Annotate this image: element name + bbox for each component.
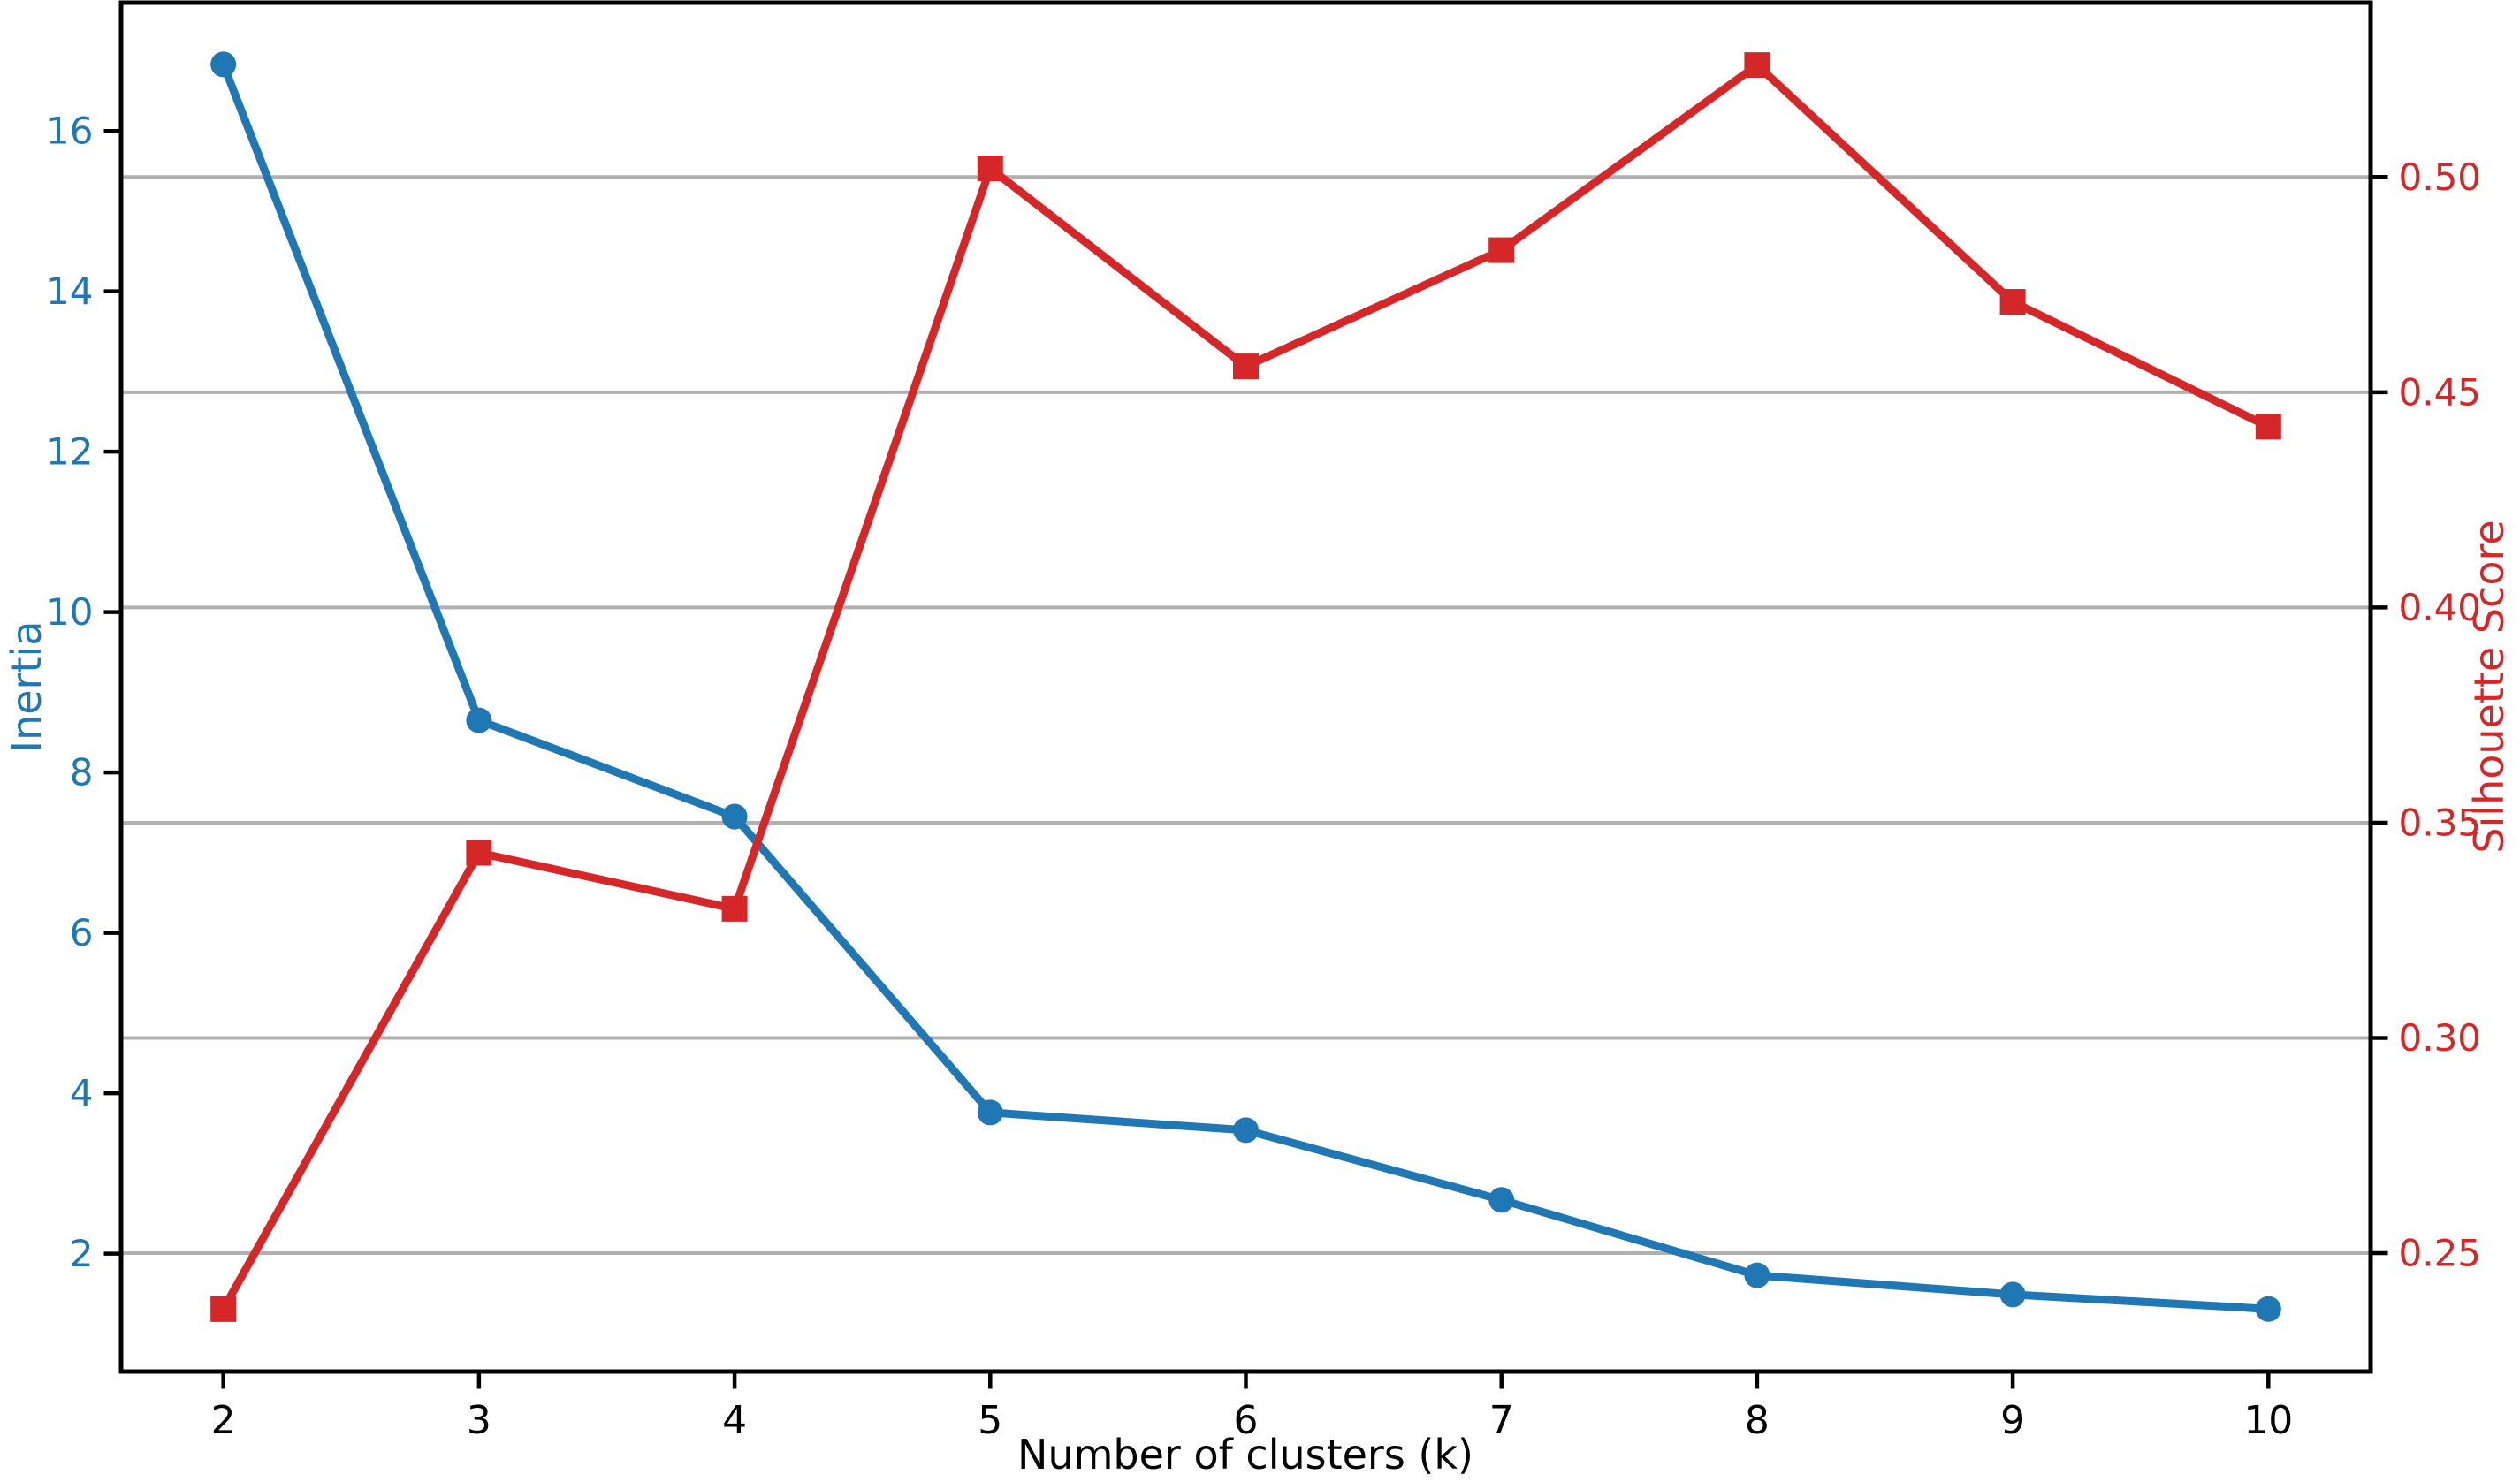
silhouette-score-point-k3 bbox=[466, 840, 492, 866]
right-tick-label-0.30: 0.30 bbox=[2399, 1016, 2482, 1060]
silhouette-score-point-k6 bbox=[1233, 353, 1259, 380]
left-y-axis-label: Inertia bbox=[3, 621, 50, 753]
x-tick-label-2: 2 bbox=[211, 1398, 236, 1443]
inertia-point-k3 bbox=[466, 707, 492, 733]
silhouette-score-point-k9 bbox=[1999, 289, 2026, 315]
left-tick-label-8: 8 bbox=[70, 751, 94, 794]
inertia-point-k2 bbox=[210, 51, 237, 78]
right-tick-label-0.35: 0.35 bbox=[2399, 801, 2482, 844]
gridlines-layer bbox=[121, 175, 2371, 1256]
silhouette-score-point-k7 bbox=[1488, 237, 1515, 263]
right-tick-label-0.40: 0.40 bbox=[2399, 586, 2482, 629]
x-axis-label: Number of clusters (k) bbox=[1017, 1431, 1473, 1478]
ticks-layer: 2 4 6 8 10 12 14 16 0.25 0.30 0.35 0.40 0.45 0.50 2 3 4 5… bbox=[46, 110, 2481, 1443]
silhouette-score-point-k4 bbox=[721, 895, 748, 922]
x-tick-label-3: 3 bbox=[467, 1398, 491, 1443]
inertia-point-k10 bbox=[2255, 1296, 2281, 1322]
left-tick-label-2: 2 bbox=[70, 1232, 94, 1275]
inertia-point-k9 bbox=[1999, 1281, 2026, 1308]
left-tick-label-4: 4 bbox=[70, 1072, 94, 1115]
axes-frame-layer bbox=[118, 0, 2373, 1374]
silhouette-score-point-k8 bbox=[1744, 52, 1770, 79]
series-layer bbox=[210, 51, 2281, 1322]
plot-frame bbox=[118, 0, 2373, 1374]
inertia-point-k4 bbox=[721, 803, 748, 830]
inertia-point-k8 bbox=[1744, 1262, 1770, 1288]
x-tick-label-9: 9 bbox=[2000, 1398, 2025, 1443]
right-y-axis-label: Silhouette Score bbox=[2465, 520, 2513, 853]
x-tick-label-5: 5 bbox=[978, 1398, 1002, 1443]
left-tick-label-12: 12 bbox=[46, 430, 93, 474]
x-tick-label-10: 10 bbox=[2243, 1398, 2293, 1443]
left-tick-label-6: 6 bbox=[70, 911, 94, 954]
inertia-point-k5 bbox=[977, 1099, 1003, 1126]
x-tick-label-7: 7 bbox=[1489, 1398, 1514, 1443]
left-tick-label-10: 10 bbox=[46, 590, 93, 634]
inertia-point-k6 bbox=[1233, 1117, 1259, 1144]
silhouette-score-point-k10 bbox=[2255, 414, 2281, 440]
right-tick-label-0.45: 0.45 bbox=[2399, 370, 2482, 414]
x-tick-label-8: 8 bbox=[1745, 1398, 1770, 1443]
x-tick-label-4: 4 bbox=[722, 1398, 747, 1443]
silhouette-score-point-k5 bbox=[977, 156, 1003, 182]
inertia-point-k7 bbox=[1488, 1187, 1515, 1213]
left-tick-label-16: 16 bbox=[46, 110, 93, 153]
silhouette-score-point-k2 bbox=[210, 1296, 237, 1322]
right-tick-label-0.25: 0.25 bbox=[2399, 1232, 2482, 1275]
right-tick-label-0.50: 0.50 bbox=[2399, 156, 2482, 199]
x-tick-label-6: 6 bbox=[1234, 1398, 1259, 1443]
left-tick-label-14: 14 bbox=[46, 270, 93, 313]
